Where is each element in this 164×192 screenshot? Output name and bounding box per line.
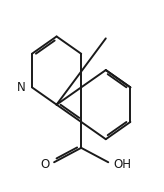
Text: O: O bbox=[40, 158, 49, 171]
Text: OH: OH bbox=[113, 158, 131, 171]
Text: N: N bbox=[17, 81, 25, 94]
